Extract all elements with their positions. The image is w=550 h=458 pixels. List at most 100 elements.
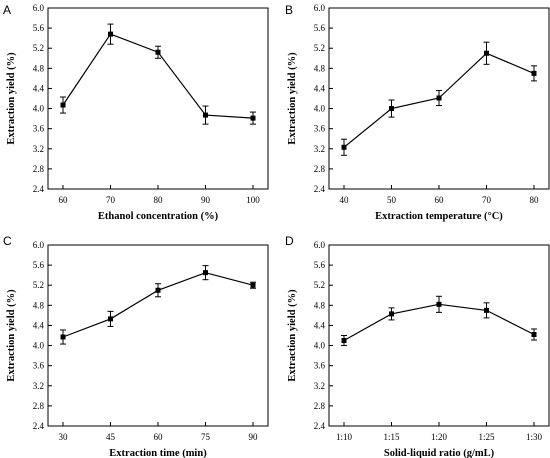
x-axis-title: Extraction time (min) [109, 448, 207, 458]
x-tick-label: 1:15 [383, 432, 400, 442]
y-tick-label: 6.0 [33, 3, 45, 13]
data-point [341, 144, 347, 150]
y-axis-title: Extraction yield (%) [6, 52, 17, 145]
panel-d: D 2.4 2.8 3.2 3.6 4.0 4.4 4.8 5.2 5.6 6.0 1:10 1:15 1… [285, 234, 550, 458]
data-point [108, 316, 113, 322]
y-tick-label: 3.6 [314, 124, 326, 134]
plot-frame [328, 244, 550, 427]
panel-letter: B [285, 3, 293, 17]
data-point [531, 70, 537, 76]
x-tick-label: 1:20 [431, 432, 448, 442]
y-tick-label: 4.0 [33, 341, 45, 351]
data-point [484, 50, 489, 56]
x-axis-title: Solid-liquid ratio (g/mL) [384, 448, 495, 458]
y-tick-label: 4.4 [33, 320, 45, 330]
x-tick-label: 70 [482, 195, 492, 205]
data-point [155, 49, 161, 55]
y-tick-label: 3.6 [314, 361, 326, 371]
y-tick-label: 5.2 [314, 43, 325, 53]
panel-letter: C [3, 234, 12, 248]
x-tick-label: 60 [154, 432, 164, 442]
y-tick-label: 2.8 [33, 401, 45, 411]
panel-c: C 2.4 2.8 3.2 3.6 4.0 4.4 4.8 5.2 5.6 6.0 30 45 60 75 9… [3, 234, 269, 458]
data-point [436, 95, 442, 101]
y-tick-label: 3.2 [314, 381, 325, 391]
x-tick-label: 70 [106, 195, 116, 205]
y-tick-label: 4.0 [33, 104, 45, 114]
data-point [389, 311, 394, 317]
y-tick-label: 4.4 [314, 320, 326, 330]
data-point [531, 331, 537, 337]
x-tick-label: 30 [59, 432, 69, 442]
y-tick-label: 4.0 [314, 104, 326, 114]
y-tick-label: 5.2 [33, 280, 44, 290]
y-tick-label: 6.0 [33, 240, 45, 250]
data-point [60, 334, 66, 340]
y-tick-label: 4.0 [314, 341, 326, 351]
data-point [484, 307, 489, 313]
y-tick-label: 4.8 [33, 63, 45, 73]
data-point [108, 31, 113, 37]
x-tick-label: 1:10 [336, 432, 353, 442]
y-tick-label: 2.4 [33, 184, 45, 194]
data-point [60, 102, 66, 108]
y-tick-label: 5.6 [33, 23, 45, 33]
y-tick-label: 4.8 [314, 63, 326, 73]
x-tick-label: 50 [387, 195, 397, 205]
y-tick-label: 3.6 [33, 124, 45, 134]
plot-frame [47, 244, 269, 427]
y-tick-label: 2.4 [33, 421, 45, 431]
y-tick-label: 2.8 [33, 164, 45, 174]
y-tick-label: 5.6 [33, 260, 45, 270]
x-tick-label: 45 [106, 432, 116, 442]
x-tick-label: 1:25 [478, 432, 495, 442]
data-point [250, 115, 256, 121]
x-axis-title: Ethanol concentration (%) [98, 211, 219, 222]
y-tick-label: 2.8 [314, 401, 326, 411]
y-tick-label: 6.0 [314, 3, 326, 13]
panel-a: A 2.4 2.8 3.2 3.6 4.0 4.4 4.8 5.2 5.6 6.0 60 70 80 90 1… [3, 3, 269, 222]
x-tick-label: 90 [201, 195, 211, 205]
y-tick-label: 3.2 [33, 381, 44, 391]
y-tick-label: 5.2 [33, 43, 44, 53]
x-tick-label: 75 [201, 432, 211, 442]
y-axis-title: Extraction yield (%) [6, 289, 17, 382]
plot-frame [47, 7, 269, 190]
y-tick-label: 6.0 [314, 240, 326, 250]
data-point [250, 282, 256, 288]
x-tick-label: 80 [154, 195, 164, 205]
y-tick-label: 2.4 [314, 421, 326, 431]
y-tick-label: 4.8 [33, 300, 45, 310]
data-point [203, 112, 208, 118]
data-point [436, 301, 442, 307]
y-tick-label: 3.6 [33, 361, 45, 371]
panel-letter: A [3, 3, 11, 17]
y-axis-title: Extraction yield (%) [287, 289, 298, 382]
x-tick-label: 40 [340, 195, 350, 205]
data-point [155, 287, 161, 293]
y-tick-label: 5.6 [314, 23, 326, 33]
y-tick-label: 4.4 [314, 83, 326, 93]
y-tick-label: 3.2 [314, 144, 325, 154]
y-axis-title: Extraction yield (%) [287, 52, 298, 145]
data-point [341, 338, 347, 344]
x-tick-label: 60 [59, 195, 69, 205]
y-tick-label: 4.8 [314, 300, 326, 310]
y-tick-label: 4.4 [33, 83, 45, 93]
x-tick-label: 90 [249, 432, 259, 442]
y-tick-label: 5.2 [314, 280, 325, 290]
series-line [62, 272, 254, 338]
data-point [389, 106, 394, 112]
panel-b: B 2.4 2.8 3.2 3.6 4.0 4.4 4.8 5.2 5.6 6.0 40 50 60 70 8… [285, 3, 550, 222]
data-point [203, 270, 208, 276]
y-tick-label: 2.8 [314, 164, 326, 174]
x-axis-title: Extraction temperature (°C) [375, 211, 503, 222]
x-tick-label: 80 [530, 195, 540, 205]
x-tick-label: 1:30 [526, 432, 543, 442]
panel-letter: D [285, 234, 294, 248]
y-tick-label: 5.6 [314, 260, 326, 270]
y-tick-label: 2.4 [314, 184, 326, 194]
y-tick-label: 3.2 [33, 144, 44, 154]
x-tick-label: 100 [246, 195, 260, 205]
